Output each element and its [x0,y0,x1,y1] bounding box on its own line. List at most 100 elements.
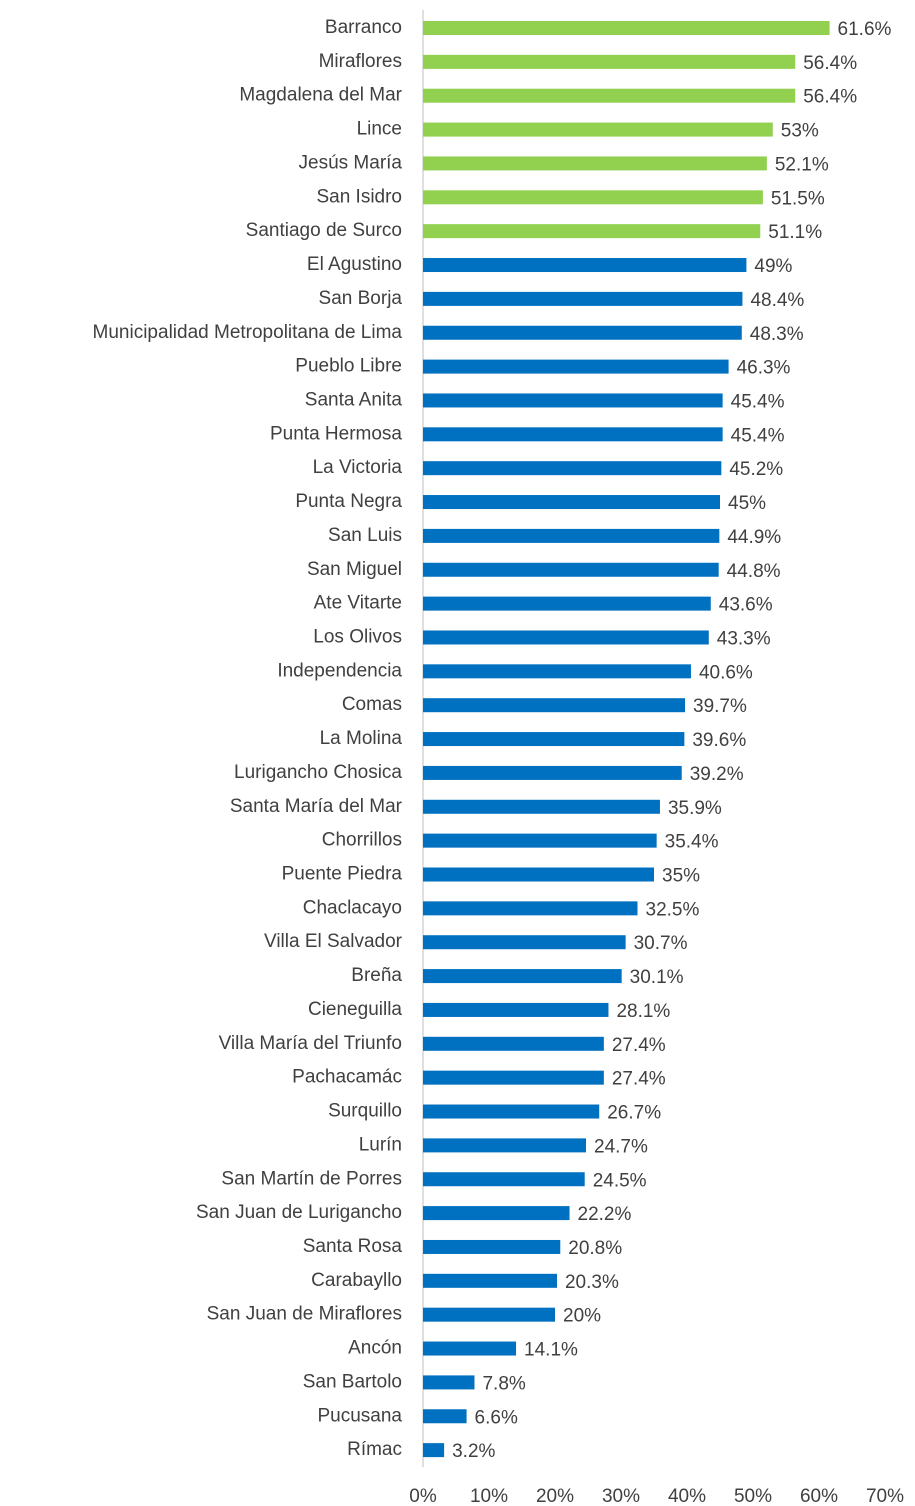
bar [423,901,638,916]
value-label: 40.6% [699,662,753,683]
value-label: 43.6% [719,595,773,616]
x-tick-label: 50% [734,1486,772,1506]
y-tick-label: El Agustino [307,254,402,275]
value-label: 28.1% [616,1001,670,1022]
bar [423,495,720,510]
y-tick-label: Puente Piedra [282,864,403,885]
value-label: 32.5% [646,899,700,920]
bar [423,325,742,340]
bar [423,1239,561,1254]
value-label: 6.6% [475,1407,518,1428]
value-label: 7.8% [482,1373,525,1394]
y-tick-label: Independencia [277,660,402,681]
y-tick-label: Barranco [325,17,402,38]
bar [423,1138,587,1153]
value-label: 26.7% [607,1103,661,1124]
y-tick-label: Punta Negra [295,491,402,512]
y-tick-label: Breña [351,965,402,986]
value-label: 35.9% [668,798,722,819]
y-tick-label: Pueblo Libre [295,356,402,377]
y-tick-label: Santiago de Surco [246,220,402,241]
value-label: 45.4% [731,425,785,446]
value-label: 30.1% [630,967,684,988]
y-tick-label: Lince [357,119,402,140]
x-tick-label: 30% [602,1486,640,1506]
y-tick-label: Lurigancho Chosica [234,762,402,783]
y-tick-label: Ate Vitarte [314,593,402,614]
value-label: 49% [754,256,792,277]
x-tick-label: 60% [800,1486,838,1506]
y-tick-label: Carabayllo [311,1270,402,1291]
bar [423,1172,585,1187]
y-tick-label: San Bartolo [303,1371,402,1392]
y-tick-label: Ancón [348,1338,402,1359]
y-tick-label: Santa Rosa [303,1236,403,1257]
bar [423,1002,609,1017]
x-tick-label: 20% [536,1486,574,1506]
y-tick-label: Santa Anita [305,389,403,410]
y-tick-label: Chaclacayo [303,897,402,918]
value-label: 45.2% [729,459,783,480]
value-label: 52.1% [775,154,829,175]
value-label: 24.5% [593,1170,647,1191]
value-label: 27.4% [612,1069,666,1090]
y-tick-label: Villa El Salvador [264,931,403,952]
y-tick-label: Rímac [347,1439,402,1460]
y-tick-label: San Juan de Miraflores [207,1304,402,1325]
y-tick-label: Lurín [359,1134,402,1155]
bar [423,1104,600,1119]
x-tick-label: 0% [409,1486,437,1506]
value-label: 14.1% [524,1340,578,1361]
bar [423,393,723,408]
y-tick-label: Punta Hermosa [270,423,402,444]
value-label: 53% [781,121,819,142]
x-tick-label: 10% [470,1486,508,1506]
bar [423,359,729,374]
bar [423,1375,475,1390]
y-tick-label: Miraflores [319,51,402,72]
y-tick-label: San Luis [328,525,402,546]
bar [423,224,761,239]
y-tick-label: Jesús María [299,152,403,173]
y-tick-label: San Miguel [307,559,402,580]
bar [423,1036,604,1051]
value-label: 39.2% [690,764,744,785]
y-tick-label: La Victoria [313,457,403,478]
x-tick-label: 70% [866,1486,904,1506]
value-label: 3.2% [452,1441,495,1462]
y-tick-label: San Isidro [316,186,402,207]
value-label: 45.4% [731,391,785,412]
value-label: 30.7% [634,933,688,954]
y-tick-label: Comas [342,694,402,715]
bar [423,88,796,103]
bar [423,698,686,713]
y-tick-label: San Juan de Lurigancho [196,1202,402,1223]
value-label: 35% [662,866,700,887]
bar [423,1070,604,1085]
bar [423,732,685,747]
bar [423,1273,557,1288]
value-label: 56.4% [803,53,857,74]
bar [423,1341,517,1356]
y-tick-label: Pachacamác [292,1067,402,1088]
bar [423,1409,467,1424]
bar [423,258,747,273]
y-tick-label: Magdalena del Mar [239,85,402,106]
value-label: 51.5% [771,188,825,209]
value-label: 45% [728,493,766,514]
value-label: 61.6% [838,19,892,40]
value-label: 48.3% [750,324,804,345]
value-label: 43.3% [717,628,771,649]
bar [423,630,709,645]
value-label: 24.7% [594,1136,648,1157]
value-label: 48.4% [750,290,804,311]
bar [423,190,763,205]
y-tick-label: Villa María del Triunfo [219,1033,402,1054]
value-label: 27.4% [612,1035,666,1056]
bar [423,1307,555,1322]
bar [423,935,626,950]
value-label: 56.4% [803,87,857,108]
value-label: 35.4% [665,832,719,853]
x-tick-label: 40% [668,1486,706,1506]
